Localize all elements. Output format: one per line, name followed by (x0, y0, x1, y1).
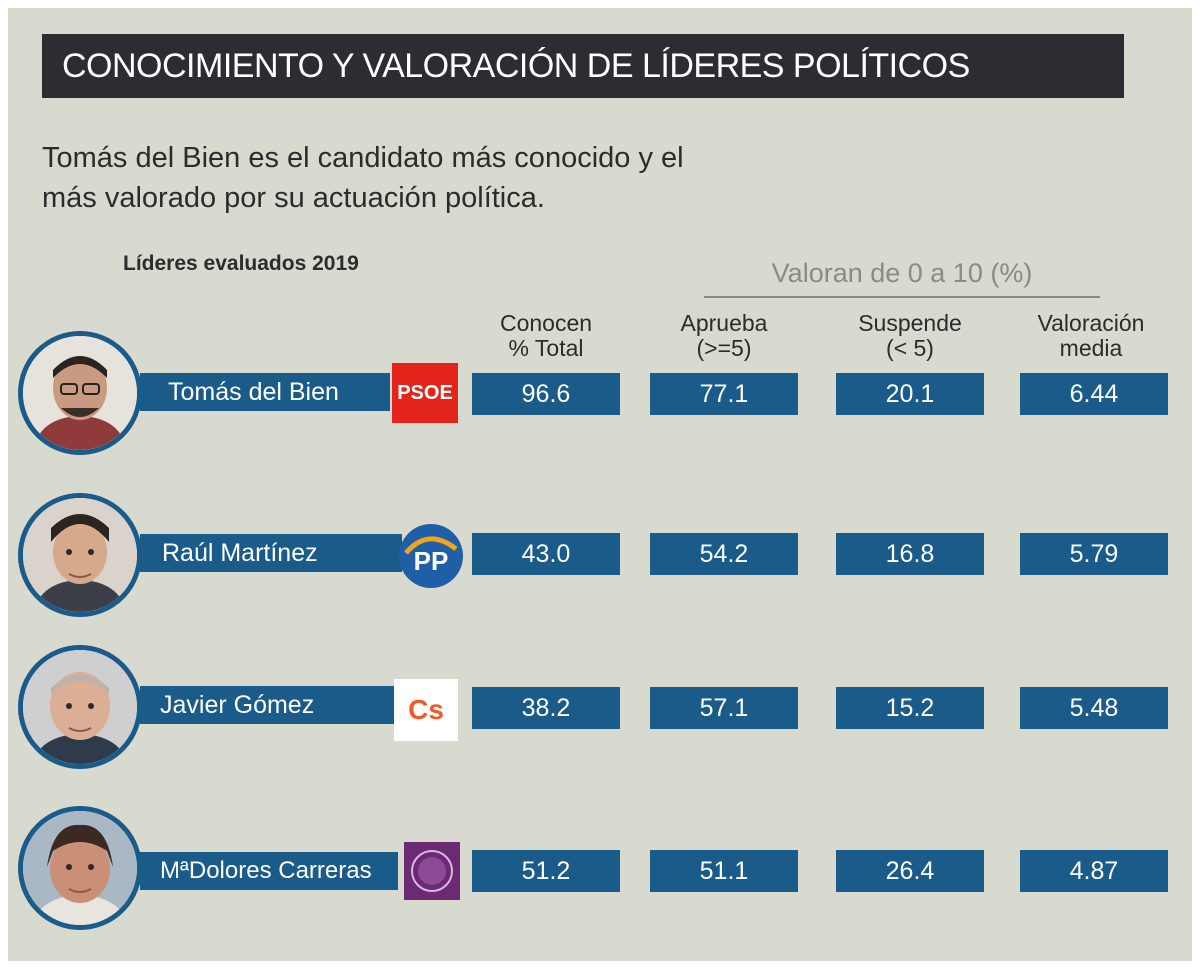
party-name: PSOE (397, 381, 453, 404)
column-header-line: media (1059, 335, 1123, 361)
subtitle-line-1: Tomás del Bien es el candidato más conoc… (42, 142, 684, 174)
party-name: Cs (408, 694, 444, 725)
column-header-conocen: Conocen % Total (472, 311, 620, 361)
party-name: PP (414, 546, 449, 576)
person-photo-icon (23, 336, 137, 450)
column-header-line: (>=5) (696, 335, 752, 361)
avatar (18, 645, 142, 769)
section-label: Líderes evaluados 2019 (123, 252, 359, 275)
column-header-line: % Total (508, 335, 584, 361)
title-bar: CONOCIMIENTO Y VALORACIÓN DE LÍDERES POL… (42, 34, 1124, 98)
cs-logo: Cs (394, 679, 458, 741)
cell-suspende: 26.4 (836, 850, 984, 892)
column-header-line: Conocen (499, 310, 593, 336)
column-header-suspende: Suspende (< 5) (836, 311, 984, 361)
column-header-line: (< 5) (886, 335, 934, 361)
leader-name-band: MªDolores Carreras (140, 852, 398, 890)
column-header-line: Aprueba (680, 310, 768, 336)
person-photo-icon (23, 650, 137, 764)
subtitle-line-2: más valorado por su actuación política. (42, 182, 545, 214)
pp-logo-icon: PP (399, 524, 463, 588)
person-photo-icon (23, 811, 137, 925)
cell-valoracion: 5.79 (1020, 533, 1168, 575)
psoe-logo: PSOE (392, 363, 458, 423)
rating-group-divider (704, 296, 1100, 298)
avatar (18, 806, 142, 930)
column-header-aprueba: Aprueba (>=5) (650, 311, 798, 361)
infographic-panel (8, 8, 1192, 961)
cell-aprueba: 54.2 (650, 533, 798, 575)
pp-logo: PP (398, 523, 464, 589)
leader-name: MªDolores Carreras (160, 857, 372, 884)
column-header-line: Valoración (1037, 310, 1145, 336)
rating-group-label: Valoran de 0 a 10 (%) (771, 258, 1033, 288)
cell-valoracion: 4.87 (1020, 850, 1168, 892)
cell-conocen: 43.0 (472, 533, 620, 575)
leader-name: Raúl Martínez (162, 539, 318, 567)
cell-suspende: 15.2 (836, 687, 984, 729)
leader-name: Tomás del Bien (168, 378, 339, 406)
cell-aprueba: 51.1 (650, 850, 798, 892)
cell-conocen: 38.2 (472, 687, 620, 729)
cell-valoracion: 6.44 (1020, 373, 1168, 415)
column-header-line: Suspende (858, 310, 962, 336)
avatar (18, 331, 142, 455)
leader-row: Tomás del Bien PSOE 96.6 77.1 20.1 6.44 (0, 325, 1200, 465)
leader-name: Javier Gómez (160, 691, 315, 719)
podemos-logo (404, 842, 460, 900)
cell-conocen: 96.6 (472, 373, 620, 415)
cell-conocen: 51.2 (472, 850, 620, 892)
cell-suspende: 16.8 (836, 533, 984, 575)
cell-aprueba: 57.1 (650, 687, 798, 729)
leader-name-band: Raúl Martínez (140, 534, 402, 572)
leader-name-band: Tomás del Bien (140, 373, 390, 411)
leader-row: Raúl Martínez PP 43.0 54.2 16.8 5.79 (0, 483, 1200, 623)
subtitle: Tomás del Bien es el candidato más conoc… (42, 138, 842, 218)
leader-row: MªDolores Carreras 51.2 51.1 26.4 4.87 (0, 800, 1200, 940)
podemos-logo-icon (404, 842, 460, 900)
page-title: CONOCIMIENTO Y VALORACIÓN DE LÍDERES POL… (62, 47, 970, 85)
cell-valoracion: 5.48 (1020, 687, 1168, 729)
avatar (18, 493, 142, 617)
cell-suspende: 20.1 (836, 373, 984, 415)
leader-name-band: Javier Gómez (140, 686, 396, 724)
person-photo-icon (23, 498, 137, 612)
leader-row: Javier Gómez Cs 38.2 57.1 15.2 5.48 (0, 637, 1200, 777)
column-header-valoracion: Valoración media (1016, 311, 1166, 361)
cell-aprueba: 77.1 (650, 373, 798, 415)
